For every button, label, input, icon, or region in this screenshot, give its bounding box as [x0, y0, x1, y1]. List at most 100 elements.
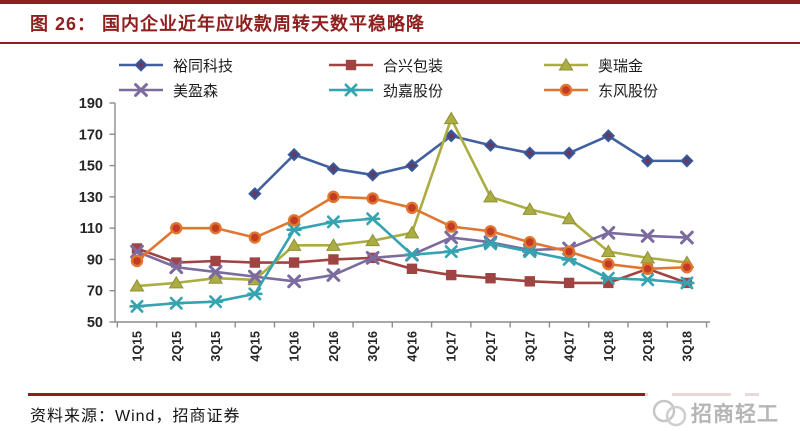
diamond-center-dot [331, 166, 336, 171]
x-marker-icon [208, 265, 223, 279]
triangle-marker-icon [208, 271, 224, 284]
asterisk-marker-icon [129, 299, 145, 313]
asterisk-marker-icon [207, 295, 224, 309]
legend-label: 奥瑞金 [598, 57, 644, 75]
asterisk-marker-icon [168, 296, 184, 310]
diamond-center-dot [138, 62, 144, 68]
x-marker-icon [680, 230, 694, 245]
legend-marker-icon [329, 59, 373, 71]
square-marker-icon [345, 59, 357, 71]
x-marker-icon [640, 229, 655, 243]
x-tick-label: 1Q15 [131, 331, 145, 362]
x-tick-label: 3Q15 [209, 331, 223, 362]
circle-marker-icon [680, 261, 694, 274]
legend-item-2: 奥瑞金 [543, 56, 718, 75]
x-tick-label: 3Q17 [523, 331, 537, 362]
diamond-center-dot [606, 133, 611, 138]
x-tick-label: 2Q18 [641, 331, 655, 362]
square-marker-icon [485, 273, 496, 284]
square-marker-icon [446, 269, 457, 281]
series-5 [130, 190, 694, 276]
y-axis: 50 70 90 110 130 150 170 190 [79, 96, 115, 331]
x-tick-label: 4Q16 [405, 331, 419, 362]
x-tick-label: 3Q16 [366, 331, 380, 362]
legend-label: 美盈森 [173, 82, 219, 100]
legend-label: 合兴包装 [383, 57, 444, 75]
triangle-marker-icon [286, 238, 302, 251]
legend-item-4: 劲嘉股份 [328, 81, 543, 100]
watermark-text: 招商轻工 [691, 403, 779, 426]
title-divider [0, 42, 800, 44]
circle-marker-icon [405, 201, 419, 215]
top-divider [0, 0, 800, 4]
circle-marker-icon [248, 231, 262, 244]
asterisk-marker-icon [482, 237, 499, 251]
circle-marker-icon [602, 257, 615, 271]
asterisk-marker-icon [404, 248, 420, 262]
square-marker-icon [131, 243, 143, 254]
legend-item-3: 美盈森 [118, 81, 328, 100]
square-marker-icon [288, 257, 300, 268]
x-marker-icon [365, 250, 380, 265]
triangle-marker-icon [168, 275, 184, 289]
triangle-marker-icon [558, 57, 574, 71]
source-note: 资料来源：Wind，招商证券 [30, 408, 241, 425]
figure-number-label: 图 26： [30, 14, 97, 34]
x-marker-icon [444, 230, 459, 245]
asterisk-marker-icon [600, 271, 617, 285]
x-axis: 1Q15 2Q15 3Q15 4Q15 1Q16 2Q16 3Q16 4Q16 1Q17 2Q17… [116, 322, 708, 362]
circle-marker-icon [170, 221, 183, 235]
diamond-center-dot [645, 158, 650, 163]
triangle-marker-icon [522, 202, 538, 215]
y-tick-label: 150 [79, 159, 103, 175]
series-0 [248, 129, 694, 201]
series-2 [129, 111, 695, 292]
diamond-center-dot [449, 133, 454, 138]
legend-item-5: 东风股份 [543, 81, 718, 100]
circle-marker-icon [287, 214, 301, 227]
x-tick-label: 2Q17 [484, 331, 498, 362]
triangle-marker-icon [129, 278, 145, 292]
series-4 [129, 212, 695, 313]
legend-marker-icon [544, 83, 588, 97]
circle-marker-icon [523, 236, 536, 249]
x-marker-icon [326, 268, 341, 282]
square-marker-icon [406, 263, 418, 275]
x-tick-label: 1Q18 [602, 331, 616, 362]
triangle-marker-icon [483, 189, 498, 203]
x-tick-label: 4Q17 [563, 331, 577, 362]
asterisk-marker-icon [443, 245, 459, 259]
circle-marker-icon [484, 225, 497, 238]
watermark: 招商轻工 [645, 386, 800, 440]
x-tick-label: 3Q18 [680, 331, 694, 362]
circle-marker-icon [209, 221, 222, 235]
diamond-center-dot [370, 172, 375, 178]
square-marker-icon [603, 277, 614, 289]
asterisk-marker-icon [364, 212, 381, 226]
triangle-marker-icon [404, 225, 420, 239]
x-tick-label: 1Q17 [445, 331, 459, 362]
legend-marker-icon [329, 83, 373, 97]
diamond-center-dot [488, 143, 493, 148]
x-marker-icon [130, 244, 144, 259]
square-marker-icon [328, 254, 339, 265]
legend-marker-icon [119, 58, 163, 72]
asterisk-marker-icon [286, 223, 302, 237]
triangle-marker-icon [325, 238, 341, 251]
circle-marker-icon [445, 220, 458, 233]
legend-item-0: 裕同科技 [118, 56, 328, 75]
y-tick-label: 130 [79, 190, 103, 206]
x-marker-icon [601, 225, 616, 240]
asterisk-marker-icon [679, 276, 695, 290]
square-marker-icon [210, 255, 221, 267]
legend-label: 劲嘉股份 [383, 82, 444, 100]
watermark-logo-icon [652, 399, 687, 427]
circle-marker-icon [559, 83, 573, 97]
asterisk-marker-icon [639, 273, 656, 287]
circle-marker-icon [130, 254, 144, 268]
chart-legend: 裕同科技 合兴包装 奥瑞金美盈森 劲嘉股份 东风股份 [118, 56, 718, 100]
y-tick-label: 90 [87, 252, 103, 268]
asterisk-marker-icon [343, 83, 359, 97]
x-marker-icon [287, 274, 302, 289]
